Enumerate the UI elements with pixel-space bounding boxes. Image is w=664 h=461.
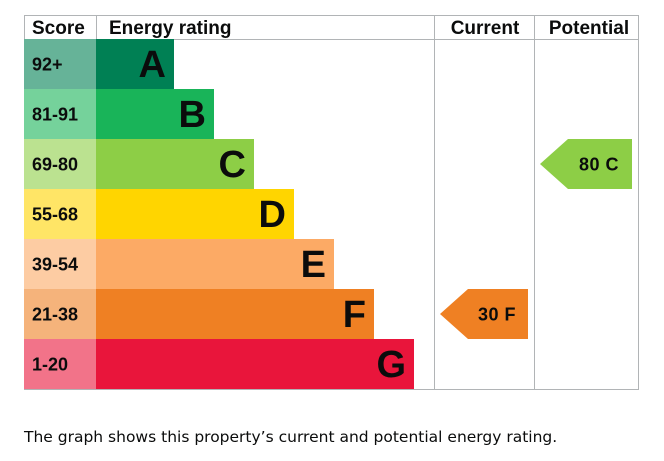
band-letter-b: B [179,94,206,136]
band-letter-d: D [259,194,286,236]
band-bar-g [96,339,414,389]
score-label-f: 21-38 [32,305,78,325]
band-bar-a [96,39,174,89]
potential-rating-label: 80 C [579,155,619,175]
band-bar-f [96,289,374,339]
energy-rating-chart: Score Energy rating Current Potential 92… [24,15,639,390]
rating-bands: 92+ A 81-91 B 69-80 C 55-68 D 39-54 E 21-38 F 1-20 G [24,39,414,389]
current-rating-arrow [440,289,528,339]
header-energy-rating: Energy rating [109,18,231,39]
score-cell-c [24,139,96,189]
header-potential: Potential [549,18,629,39]
score-cell-g [24,339,96,389]
band-bar-d [96,189,294,239]
band-letter-c: C [219,144,246,186]
band-letter-a: A [139,44,166,86]
chart-headers: Score Energy rating Current Potential [32,18,629,39]
score-label-c: 69-80 [32,155,78,175]
score-cell-b [24,89,96,139]
score-cell-d [24,189,96,239]
band-bar-e [96,239,334,289]
score-cell-a [24,39,96,89]
score-label-b: 81-91 [32,105,78,125]
band-bar-c [96,139,254,189]
score-label-g: 1-20 [32,355,68,375]
band-letter-f: F [343,294,366,336]
score-label-e: 39-54 [32,255,78,275]
header-current: Current [451,18,520,39]
score-cell-e [24,239,96,289]
band-letter-g: G [376,344,406,386]
header-score: Score [32,18,85,39]
score-cell-f [24,289,96,339]
chart-caption: The graph shows this property’s current … [24,428,558,446]
potential-rating-arrow [540,139,632,189]
score-label-a: 92+ [32,55,63,75]
rating-arrows: 30 F 80 C [440,139,632,339]
score-label-d: 55-68 [32,205,78,225]
current-rating-label: 30 F [478,305,516,325]
band-letter-e: E [301,244,326,286]
band-bar-b [96,89,214,139]
